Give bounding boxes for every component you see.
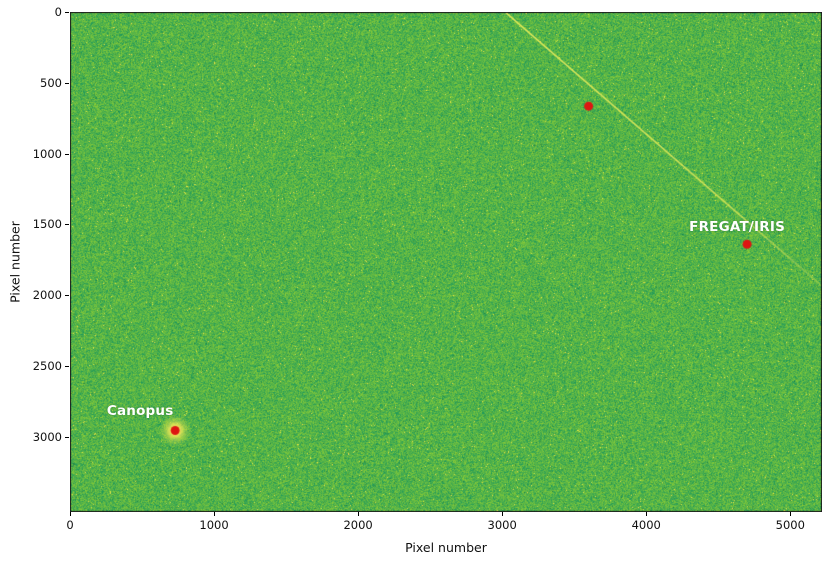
x-tick-label: 3000 xyxy=(487,518,517,532)
y-tick-mark xyxy=(65,12,69,13)
y-tick-mark xyxy=(65,153,69,155)
y-tick-label: 2500 xyxy=(32,359,62,374)
y-tick-mark xyxy=(65,366,69,368)
x-tick-mark xyxy=(70,512,71,516)
y-tick-label: 2000 xyxy=(32,288,62,303)
y-tick-label: 500 xyxy=(40,75,62,90)
x-tick-mark xyxy=(502,512,504,516)
y-tick-mark xyxy=(65,436,69,438)
point-label-fregat-iris: FREGAT/IRIS xyxy=(689,219,785,236)
y-tick-label: 3000 xyxy=(32,429,62,444)
y-tick-label: 1000 xyxy=(32,146,62,161)
x-tick-label: 1000 xyxy=(199,518,229,532)
x-tick-label: 2000 xyxy=(343,518,373,532)
x-tick-mark xyxy=(646,512,648,516)
x-tick-label: 5000 xyxy=(775,518,805,532)
x-tick-mark xyxy=(790,512,792,516)
x-tick-label: 4000 xyxy=(631,518,661,532)
y-tick-mark xyxy=(65,295,69,297)
y-tick-label: 0 xyxy=(54,5,62,19)
ccd-image-canvas xyxy=(70,12,822,512)
x-tick-mark xyxy=(358,512,360,516)
y-tick-label: 1500 xyxy=(32,217,62,232)
x-tick-label: 0 xyxy=(66,518,74,532)
x-axis-title: Pixel number xyxy=(405,540,487,555)
y-tick-mark xyxy=(65,224,69,226)
plot-area xyxy=(70,12,822,512)
x-tick-mark xyxy=(214,512,216,516)
y-tick-mark xyxy=(65,82,69,84)
point-label-canopus: Canopus xyxy=(106,402,174,419)
